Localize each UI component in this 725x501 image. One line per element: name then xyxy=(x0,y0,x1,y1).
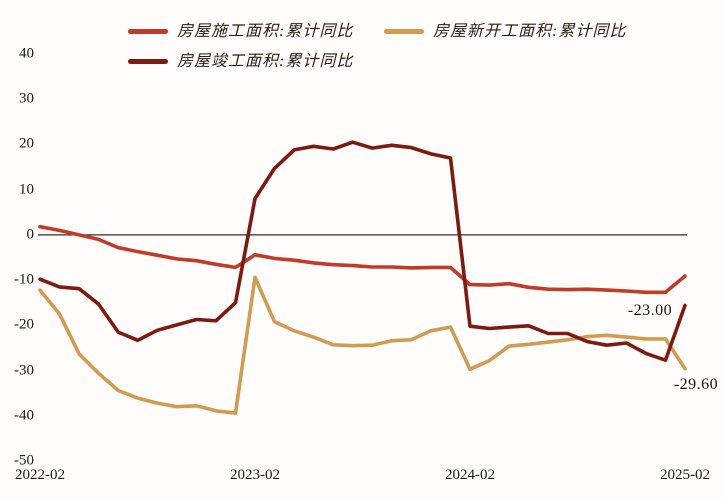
data-label: -23.00 xyxy=(627,302,673,319)
legend-item-completion: 房屋竣工面积:累计同比 xyxy=(128,53,353,71)
y-tick-label: 10 xyxy=(19,181,34,198)
y-tick-label: 40 xyxy=(19,45,34,62)
y-tick-label: -30 xyxy=(14,362,34,379)
legend-swatch-completion-line xyxy=(128,59,168,65)
x-tick-label: 2023-02 xyxy=(230,467,280,483)
y-tick-label: 20 xyxy=(19,135,34,152)
series-line-completion xyxy=(38,140,687,363)
y-tick-label: -50 xyxy=(14,452,34,469)
y-tick-label: 0 xyxy=(26,226,35,243)
legend-swatch-construction-line xyxy=(128,29,168,35)
x-tick-label: 2025-02 xyxy=(660,467,710,483)
data-label: -29.60 xyxy=(673,376,719,393)
legend-label-new-starts: 房屋新开工面积:累计同比 xyxy=(433,23,627,40)
legend-label-completion: 房屋竣工面积:累计同比 xyxy=(177,53,354,70)
x-tick-label: 2022-02 xyxy=(15,467,65,483)
y-tick-label: -40 xyxy=(14,407,34,424)
series-line-construction xyxy=(38,224,687,295)
y-tick-label: -20 xyxy=(14,316,34,333)
y-tick-label: -10 xyxy=(14,271,34,288)
x-tick-label: 2024-02 xyxy=(445,467,495,483)
legend-item-construction: 房屋施工面积:累计同比 xyxy=(128,23,353,41)
legend-item-new-starts: 房屋新开工面积:累计同比 xyxy=(384,23,626,41)
legend-swatch-new-starts-line xyxy=(384,29,424,35)
series-line-new-starts xyxy=(38,275,687,415)
y-tick-label: 30 xyxy=(19,90,34,107)
legend-label-construction: 房屋施工面积:累计同比 xyxy=(177,23,354,40)
